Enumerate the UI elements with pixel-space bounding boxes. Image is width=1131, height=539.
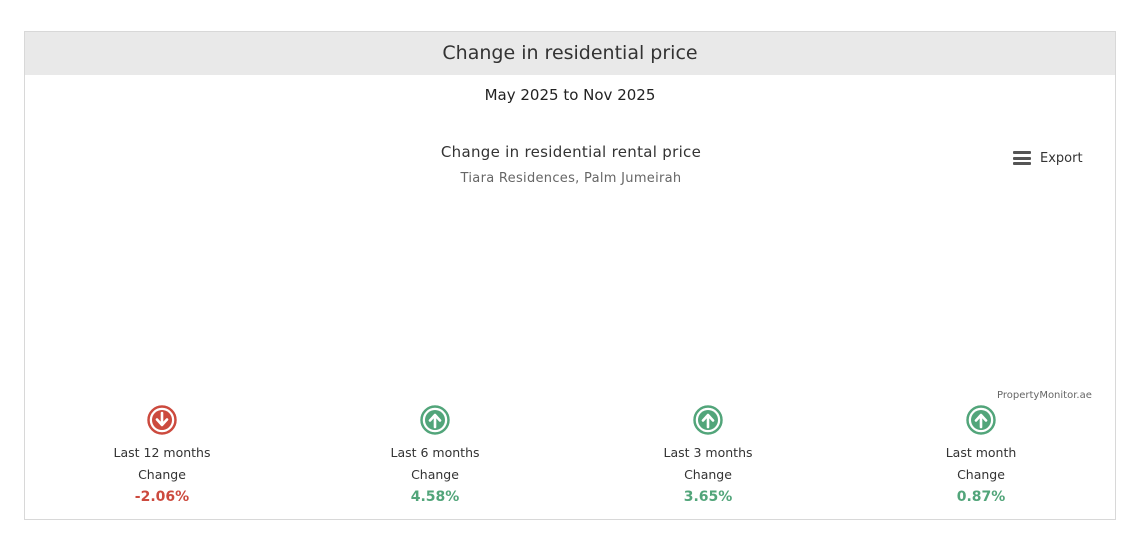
chart-subtitle: Tiara Residences, Palm Jumeirah (460, 171, 682, 186)
stat-value: 3.65% (683, 489, 733, 505)
arrow-down-circle-icon (147, 405, 177, 435)
export-label: Export (1040, 150, 1083, 166)
stat-period: Last 12 months (113, 445, 211, 460)
menu-icon (1013, 151, 1031, 165)
arrow-up-circle-icon (693, 405, 723, 435)
export-button[interactable]: Export (1013, 148, 1083, 168)
chart-credit[interactable]: PropertyMonitor.ae (997, 390, 1092, 401)
stat-last-3-months: Last 3 months Change 3.65% (628, 405, 788, 508)
chart-title: Change in residential rental price (440, 143, 702, 161)
stat-last-month: Last month Change 0.87% (901, 405, 1061, 508)
stat-value: 4.58% (410, 489, 460, 505)
stat-period: Last 3 months (663, 445, 753, 460)
stat-last-12-months: Last 12 months Change -2.06% (82, 405, 242, 508)
price-change-card: Change in residential price May 2025 to … (24, 31, 1116, 520)
stat-period: Last 6 months (390, 445, 480, 460)
stat-value: 0.87% (956, 489, 1006, 505)
stat-label: Change (138, 467, 186, 482)
stat-period: Last month (945, 445, 1017, 460)
stat-label: Change (684, 467, 732, 482)
stat-label: Change (957, 467, 1005, 482)
stat-last-6-months: Last 6 months Change 4.58% (355, 405, 515, 508)
arrow-up-circle-icon (420, 405, 450, 435)
arrow-up-circle-icon (966, 405, 996, 435)
card-header: Change in residential price (25, 32, 1115, 75)
stat-label: Change (411, 467, 459, 482)
stat-value: -2.06% (134, 489, 190, 505)
date-range: May 2025 to Nov 2025 (484, 86, 656, 104)
